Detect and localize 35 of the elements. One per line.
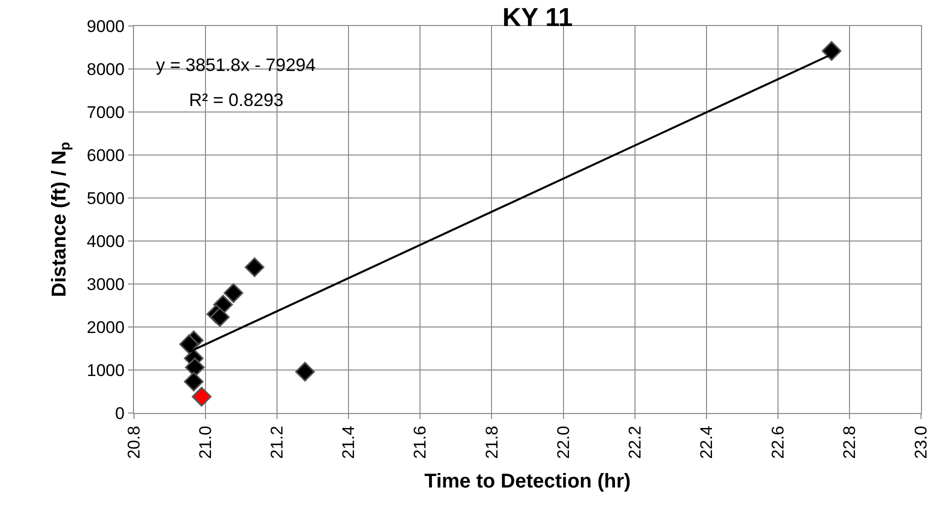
x-tick-label: 22.4 <box>696 426 716 459</box>
y-tick-label: 9000 <box>86 16 125 36</box>
y-tick-label: 3000 <box>86 274 125 294</box>
y-tick-label: 1000 <box>86 360 125 380</box>
x-tick-label: 22.2 <box>625 426 644 459</box>
x-axis-title: Time to Detection (hr) <box>424 470 631 492</box>
y-tick-label: 2000 <box>86 318 125 337</box>
x-tick-label: 22.0 <box>554 426 573 459</box>
point <box>210 307 230 327</box>
chart-title: KY 11 <box>502 2 573 32</box>
annotation: R² = 0.8293 <box>189 90 284 110</box>
x-tick-label: 21.8 <box>482 426 502 459</box>
x-tick-label: 20.8 <box>124 426 144 459</box>
point <box>184 358 205 378</box>
y-tick-label: 6000 <box>86 146 125 165</box>
point <box>244 257 264 278</box>
x-tick-label: 22.6 <box>768 426 788 459</box>
point <box>295 362 315 382</box>
point <box>179 334 199 354</box>
y-tick-label: 5000 <box>86 188 125 208</box>
x-tick-label: 22.8 <box>840 426 859 459</box>
y-tick-label: 4000 <box>86 232 125 251</box>
x-tick-label: 23.0 <box>912 426 931 459</box>
x-tick-label: 21.0 <box>196 426 216 459</box>
point <box>184 372 204 392</box>
point <box>192 386 212 407</box>
y-tick-label: 0 <box>115 404 125 423</box>
x-tick-label: 21.6 <box>410 426 430 459</box>
point <box>224 283 244 303</box>
point <box>822 41 842 61</box>
x-tick-label: 21.2 <box>268 426 287 459</box>
y-tick-label: 8000 <box>86 60 125 79</box>
x-tick-label: 21.4 <box>339 426 358 459</box>
annotation: y = 3851.8x - 79294 <box>156 55 316 75</box>
y-tick-label: 7000 <box>86 102 125 122</box>
